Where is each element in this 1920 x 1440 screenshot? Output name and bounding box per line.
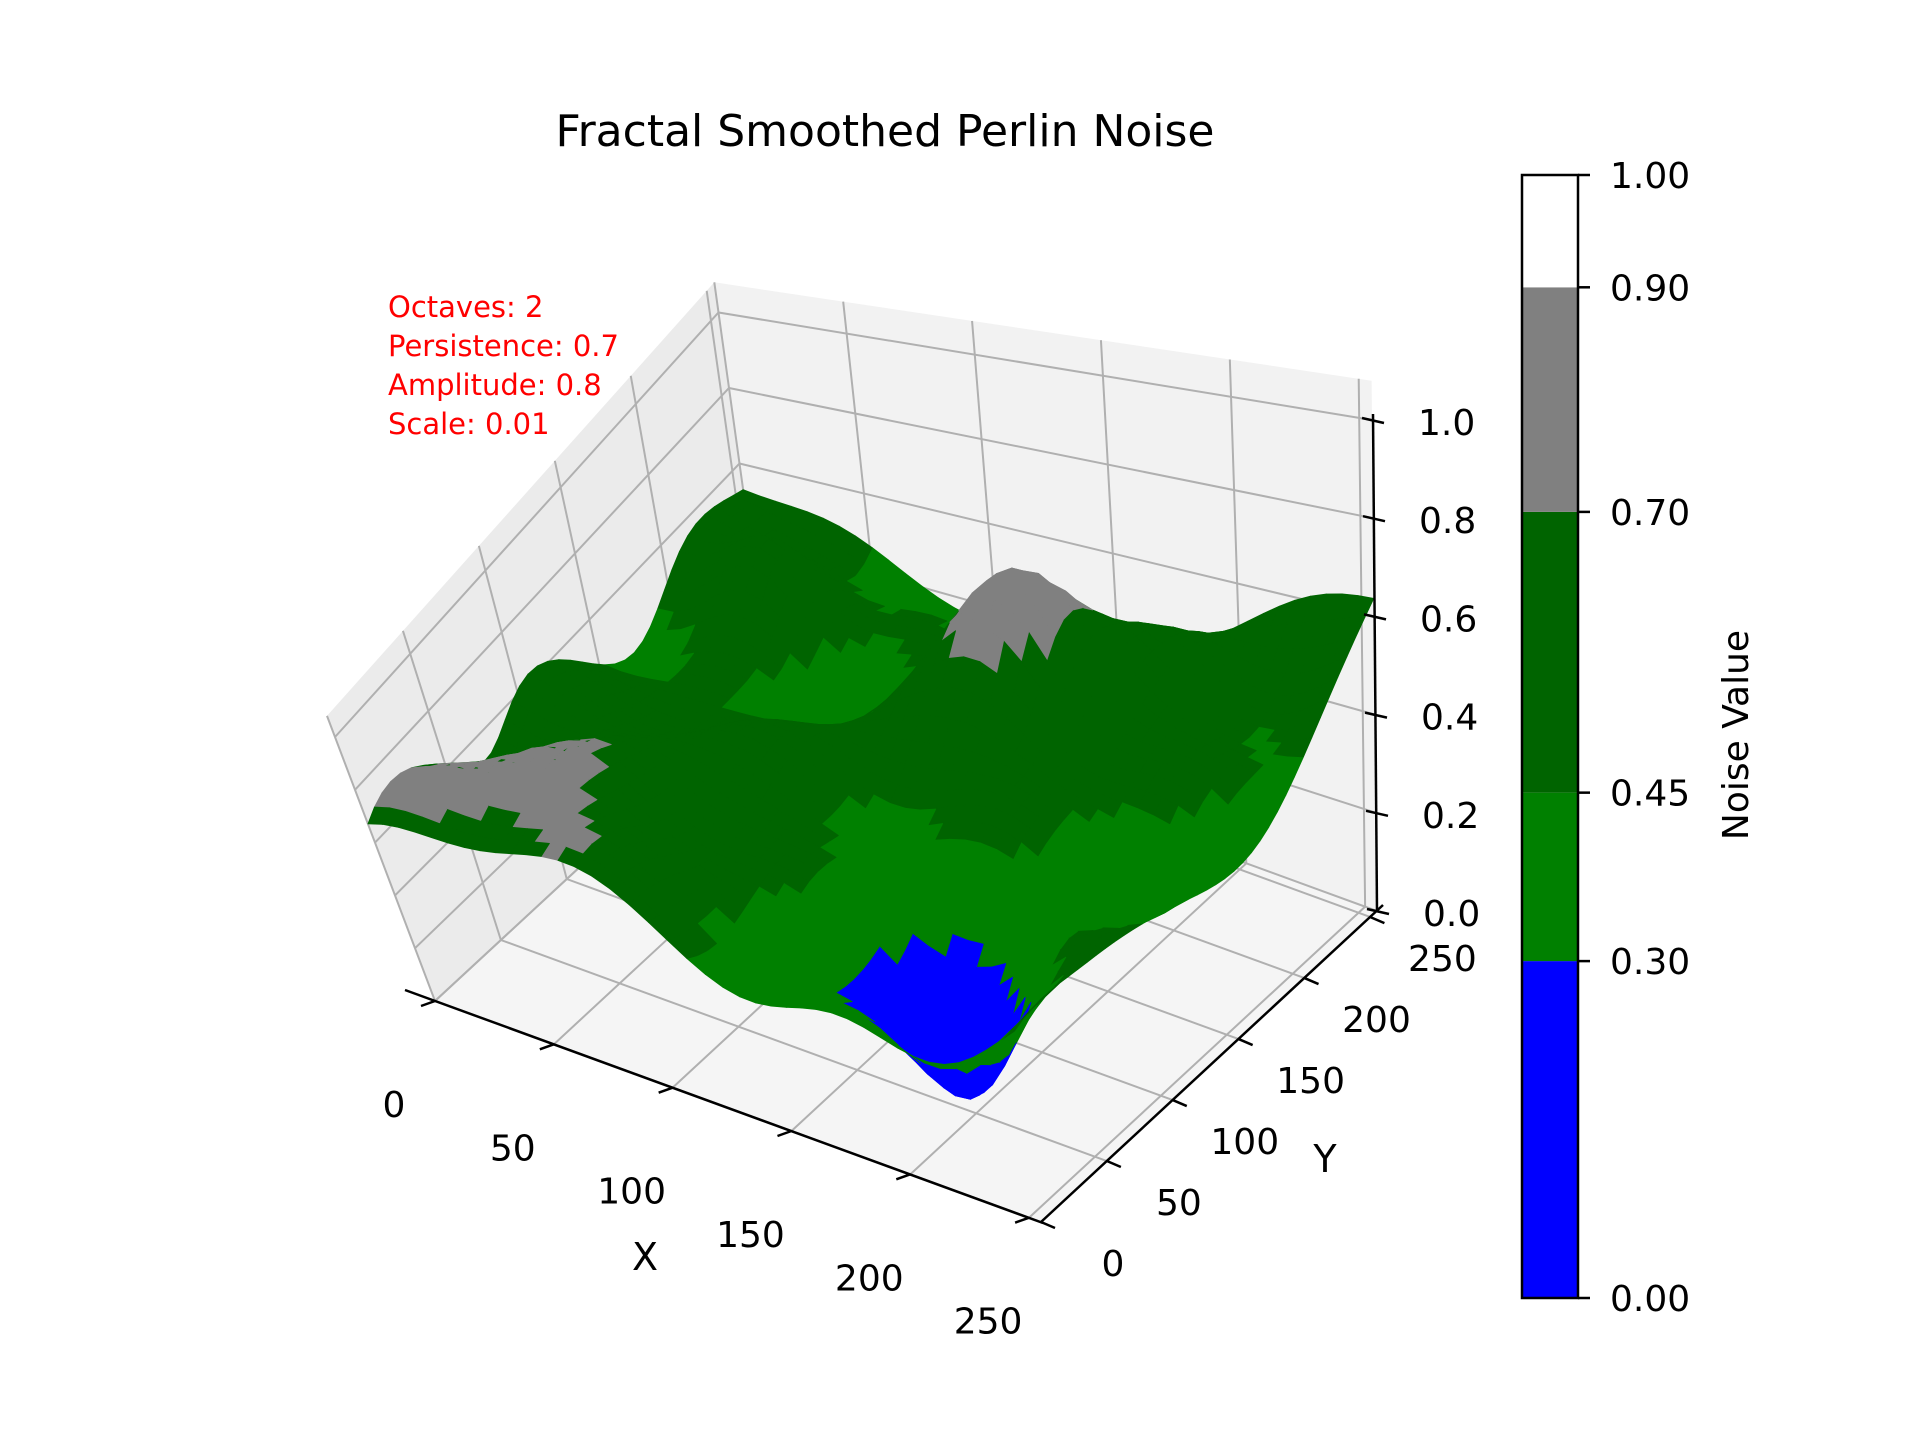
x-tick-mark [777,1129,792,1138]
y-axis-line [1040,904,1384,1223]
z-tick-label: 0.0 [1423,894,1480,935]
x-tick-label: 200 [835,1258,904,1299]
y-tick-label: 100 [1210,1122,1279,1163]
x-axis-line [404,988,1044,1225]
annotation-line: Amplitude: 0.8 [388,368,602,402]
y-tick-mark [1369,915,1385,925]
x-tick-mark [1014,1216,1030,1224]
x-tick-mark [420,999,436,1008]
surface-patch [367,806,390,825]
y-tick-mark [1238,1037,1254,1047]
x-tick-label: 250 [954,1302,1023,1343]
colorbar-segment [1522,287,1578,512]
colorbar-tick-label: 0.00 [1610,1279,1690,1320]
z-tick-mark [1364,711,1388,719]
z-axis-line [1371,413,1379,912]
y-tick-mark [1304,976,1320,986]
x-tick-label: 50 [490,1128,536,1169]
y-tick-mark [1106,1159,1122,1169]
colorbar-tick-label: 0.90 [1610,268,1690,309]
z-tick-label: 0.2 [1422,796,1479,837]
y-tick-label: 0 [1102,1244,1125,1285]
colorbar-tick-label: 0.45 [1610,774,1690,815]
colorbar-frame [1520,173,1580,1300]
x-tick-mark [658,1086,674,1094]
z-tick-label: 0.4 [1421,698,1478,739]
z-tick-mark [1365,809,1389,818]
grid-line [334,311,1373,738]
colorbar-segment [1522,511,1578,793]
grid-line [374,462,1375,844]
z-tick-label: 0.8 [1419,501,1476,542]
z-tick-mark [1366,907,1390,916]
y-tick-label: 200 [1342,1000,1411,1041]
z-tick-label: 0.6 [1420,599,1477,640]
colorbar-segment [1522,792,1578,962]
colorbar-segment [1522,961,1578,1298]
colorbar: 0.00 0.30 0.45 0.70 0.90 1.00 [1520,156,1690,1320]
annotation-line: Octaves: 2 [388,290,543,324]
y-tick-label: 150 [1276,1061,1345,1102]
surface-plot [367,489,1375,1100]
grid-line [354,386,1374,791]
x-tick-label: 100 [597,1172,666,1213]
y-tick-label: 250 [1408,939,1477,980]
annotation-line: Persistence: 0.7 [388,329,619,363]
annotation-block: Octaves: 2 Persistence: 0.7 Amplitude: 0… [388,290,619,441]
z-tick-mark [1362,514,1386,523]
z-tick-mark [1363,613,1387,621]
x-tick-mark [539,1043,555,1051]
z-tick-label: 1.0 [1418,403,1475,444]
x-tick-mark [895,1173,911,1181]
colorbar-tick-label: 0.70 [1610,493,1690,534]
colorbar-tick-label: 1.00 [1610,156,1690,197]
colorbar-label: Noise Value [1716,630,1757,840]
y-axis-label: Y [1312,1137,1337,1181]
colorbar-tick-label: 0.30 [1610,942,1690,983]
colorbar-segment [1522,175,1578,288]
y-tick-label: 50 [1156,1183,1202,1224]
x-tick-label: 0 [383,1085,406,1126]
annotation-line: Scale: 0.01 [388,407,550,441]
x-tick-label: 150 [716,1215,785,1256]
chart-title: Fractal Smoothed Perlin Noise [555,106,1214,157]
y-tick-mark [1040,1220,1056,1230]
y-tick-mark [1172,1098,1188,1108]
x-axis-label: X [632,1235,658,1279]
z-tick-mark [1361,416,1385,425]
axes-lines: 0501001502002500501001502002500.00.20.40… [383,403,1481,1343]
